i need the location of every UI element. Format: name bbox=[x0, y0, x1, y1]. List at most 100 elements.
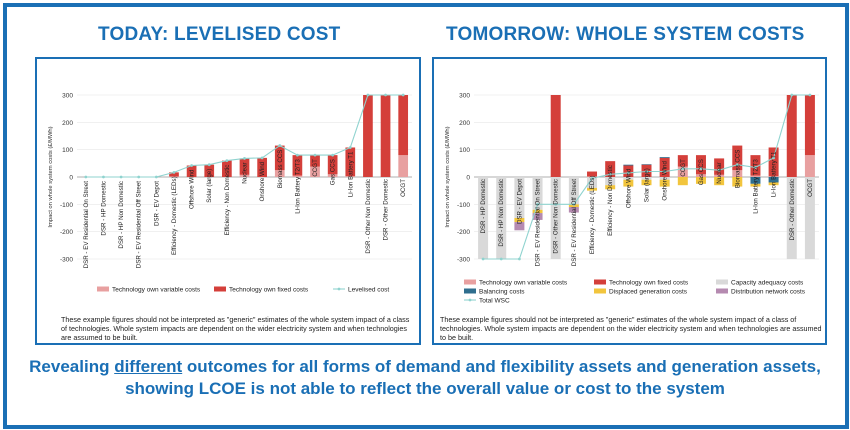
line-point bbox=[278, 144, 282, 147]
bar-segment bbox=[169, 172, 179, 177]
bar-segment bbox=[587, 187, 598, 191]
legend-label: Distribution network costs bbox=[731, 288, 806, 295]
line-point bbox=[790, 93, 794, 97]
category-label: Li-Ion Battery T2/T3 bbox=[752, 159, 759, 214]
line-point bbox=[384, 93, 387, 97]
y-tick-label: -100 bbox=[60, 202, 73, 209]
bar-segment bbox=[587, 177, 598, 188]
category-label: OCGT bbox=[807, 179, 814, 197]
line-point bbox=[331, 153, 335, 157]
category-label: DSR - HP Domestic bbox=[100, 181, 107, 236]
bar-segment bbox=[274, 145, 285, 171]
bar-segment bbox=[345, 176, 356, 177]
line-point bbox=[536, 202, 539, 206]
bar-segment bbox=[623, 165, 634, 177]
line-point bbox=[754, 166, 757, 169]
line-point bbox=[772, 156, 776, 160]
legend-label: Technology own fixed costs bbox=[229, 286, 309, 293]
category-label: Onshore Wind bbox=[259, 161, 266, 201]
levelised-cost-chart-panel: 300 200 100 0 -100 -200 -300 Impact on whole sy… bbox=[35, 57, 421, 345]
bar-segment bbox=[398, 155, 409, 177]
bar-segment bbox=[732, 145, 743, 171]
y-tick-label: 300 bbox=[459, 93, 470, 100]
bar-segment bbox=[659, 157, 670, 158]
category-label: Biomass CCS bbox=[734, 150, 741, 189]
line-point bbox=[260, 156, 264, 160]
line-point bbox=[225, 159, 229, 162]
category-label: DSR - EV Residential On Street bbox=[83, 181, 90, 269]
category-label: Gas CCS bbox=[330, 159, 337, 185]
y-axis-label: Impact on whole system costs (£/MWh) bbox=[48, 126, 54, 227]
summary-message: Revealing different outcomes for all for… bbox=[20, 356, 830, 400]
bar-segment bbox=[605, 185, 616, 190]
category-label: DSR - HP Non Domestic bbox=[118, 181, 125, 249]
bar-segment bbox=[768, 182, 779, 186]
category-label: Efficiency - Non Domestic bbox=[607, 165, 614, 236]
legend-swatch bbox=[716, 288, 728, 294]
category-label: Offshore Wind bbox=[625, 168, 632, 208]
bar-segment bbox=[257, 157, 267, 177]
legend-label: Technology own variable costs bbox=[479, 279, 568, 286]
legend-label: Technology own fixed costs bbox=[609, 279, 689, 286]
category-label: Efficiency - Domestic (LEDs) bbox=[171, 176, 178, 255]
bar-segment bbox=[605, 161, 616, 177]
line-point bbox=[172, 170, 176, 174]
line-point bbox=[499, 257, 503, 261]
bar-segment bbox=[695, 155, 706, 175]
legend-swatch-point bbox=[337, 287, 341, 291]
whole-system-cost-chart-panel: 300 200 100 0 -100 -200 -300 Impact on whole sy… bbox=[432, 57, 827, 345]
bar-segment bbox=[804, 177, 815, 259]
category-label: CCGT bbox=[680, 159, 687, 177]
legend-swatch bbox=[464, 279, 476, 285]
category-label: CCGT bbox=[312, 159, 319, 177]
category-label: Li-Ion Battery T2/T3 bbox=[294, 159, 301, 214]
legend-label: Displaced generation costs bbox=[609, 288, 688, 295]
line-point bbox=[243, 157, 246, 160]
bar-segment bbox=[659, 177, 670, 180]
bar-segment bbox=[550, 95, 561, 177]
line-point bbox=[572, 202, 576, 206]
category-label: Onshore Wind bbox=[662, 161, 669, 201]
category-label: OCGT bbox=[400, 179, 407, 197]
bar-segment bbox=[659, 179, 670, 187]
y-tick-label: -100 bbox=[457, 202, 470, 209]
bar-segment bbox=[750, 183, 761, 187]
bar-segment bbox=[204, 164, 215, 177]
category-label: DSR - EV Residential Off Street bbox=[571, 179, 578, 267]
legend-swatch bbox=[97, 286, 109, 292]
bar-segment bbox=[327, 174, 338, 177]
line-point bbox=[313, 153, 317, 157]
bar-segment bbox=[222, 160, 232, 177]
bar-segment bbox=[363, 95, 373, 177]
line-point bbox=[808, 93, 812, 97]
bar-segment bbox=[714, 174, 725, 177]
bar-segment bbox=[310, 166, 320, 177]
y-tick-label: 100 bbox=[62, 147, 73, 154]
bar-segment bbox=[169, 176, 179, 177]
category-label: Offshore Wind bbox=[189, 169, 196, 209]
line-point bbox=[699, 167, 703, 171]
bar-segment bbox=[768, 176, 779, 177]
bar-segment bbox=[398, 95, 409, 156]
bar-segment bbox=[695, 177, 706, 184]
bar-segment bbox=[380, 95, 391, 177]
levelised-cost-chart: 300 200 100 0 -100 -200 -300 Impact on whole sy… bbox=[48, 93, 412, 293]
bar-segment bbox=[768, 147, 779, 177]
bar-segment bbox=[327, 155, 338, 175]
bar-segment bbox=[786, 95, 797, 177]
legend-label: Technology own variable costs bbox=[112, 286, 201, 293]
category-label: DSR - EV Residential On Street bbox=[535, 179, 542, 267]
bar-segment bbox=[768, 177, 779, 183]
line-point bbox=[207, 163, 211, 167]
category-label: Solar (large) bbox=[644, 168, 651, 202]
category-label: DSR - EV Depot bbox=[516, 179, 523, 224]
line-point bbox=[735, 163, 739, 167]
category-label: Li-Ion Battery T1 bbox=[771, 151, 778, 197]
bar-segment bbox=[750, 155, 761, 176]
bar-segment bbox=[623, 179, 634, 187]
line-point bbox=[717, 168, 721, 172]
category-label: DSR - Other Non Domestic bbox=[553, 179, 560, 254]
bar-segment bbox=[641, 164, 652, 165]
line-point bbox=[154, 175, 158, 179]
category-label: DSR - Other Domestic bbox=[383, 179, 390, 241]
